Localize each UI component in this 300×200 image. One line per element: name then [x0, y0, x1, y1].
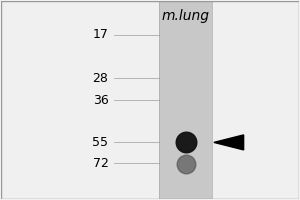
Text: 17: 17 — [92, 28, 108, 41]
Text: 55: 55 — [92, 136, 108, 149]
Polygon shape — [214, 135, 244, 150]
Point — [183, 141, 188, 144]
Point — [183, 162, 188, 166]
Text: 36: 36 — [93, 94, 108, 106]
Bar — [159, 1, 212, 199]
Text: 72: 72 — [92, 157, 108, 170]
Text: 28: 28 — [92, 72, 108, 85]
Text: m.lung: m.lung — [162, 9, 210, 23]
